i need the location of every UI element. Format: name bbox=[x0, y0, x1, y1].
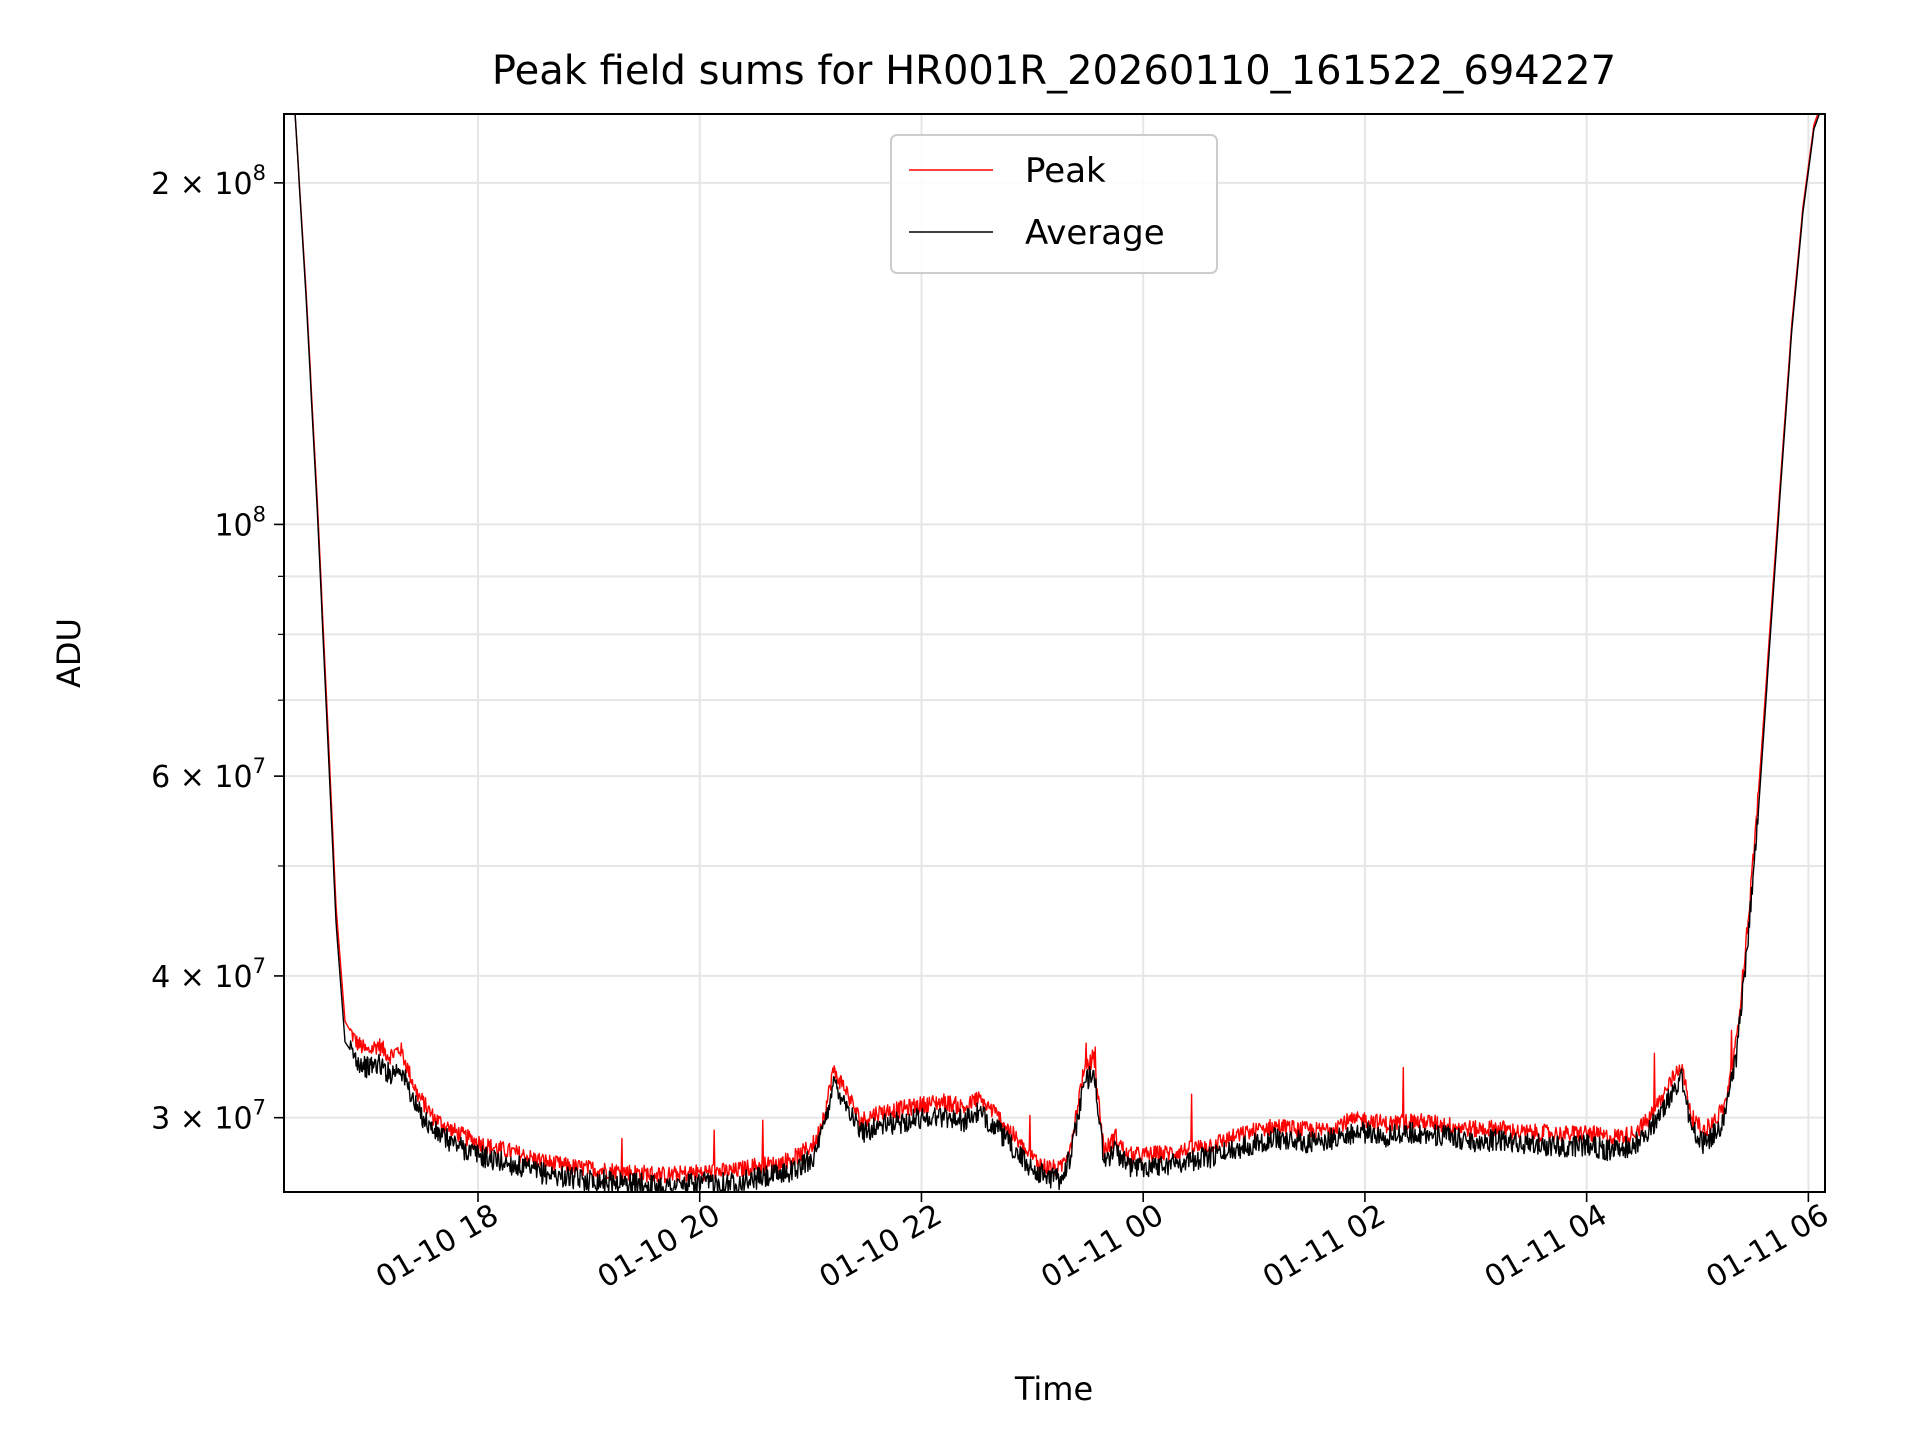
y-tick-mantissa: 6 × 10 bbox=[151, 760, 252, 795]
plot-frame bbox=[283, 113, 1826, 1193]
y-tick-label: 6 × 107 bbox=[151, 754, 266, 795]
y-tick-label: 2 × 108 bbox=[151, 161, 266, 202]
series-layer bbox=[294, 114, 1821, 1192]
y-tick-label: 3 × 107 bbox=[151, 1096, 266, 1137]
chart-title: Peak field sums for HR001R_20260110_1615… bbox=[492, 48, 1616, 94]
y-tick-exponent: 8 bbox=[253, 502, 266, 526]
x-axis-label: Time bbox=[1014, 1370, 1093, 1408]
series-line-peak bbox=[294, 114, 1819, 1184]
y-tick-mantissa: 10 bbox=[214, 508, 252, 543]
y-axis-label: ADU bbox=[50, 618, 88, 688]
grid bbox=[284, 114, 1825, 1192]
legend: Peak Average bbox=[890, 134, 1218, 274]
y-tick-mantissa: 4 × 10 bbox=[151, 960, 252, 995]
y-tick-mantissa: 2 × 10 bbox=[151, 167, 252, 202]
y-tick-label: 108 bbox=[214, 502, 266, 543]
legend-peak-label: Peak bbox=[1025, 151, 1106, 191]
y-tick-exponent: 7 bbox=[253, 754, 266, 778]
legend-average-label: Average bbox=[1025, 213, 1165, 253]
y-tick-label: 4 × 107 bbox=[151, 954, 266, 995]
y-tick-exponent: 7 bbox=[253, 1096, 266, 1120]
y-tick-exponent: 7 bbox=[253, 954, 266, 978]
y-tick-exponent: 8 bbox=[253, 161, 266, 185]
y-tick-mantissa: 3 × 10 bbox=[151, 1102, 252, 1137]
series-line-average bbox=[294, 114, 1821, 1192]
